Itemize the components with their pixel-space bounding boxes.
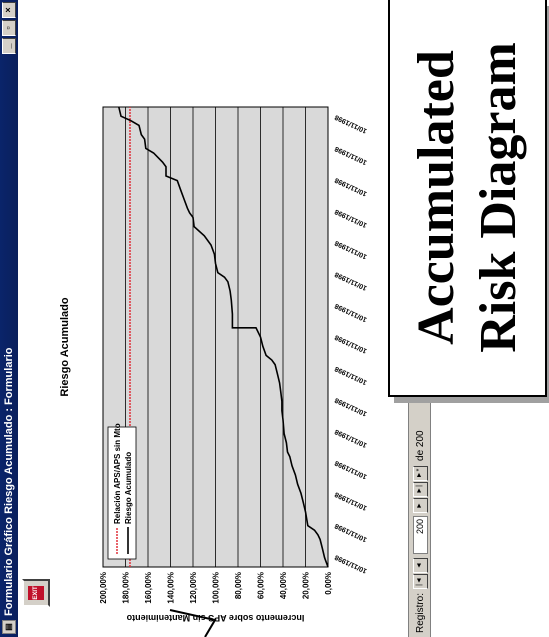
caption-text-block: Accumulated Risk Diagram — [390, 0, 545, 395]
y-tick-label: 140,00% — [167, 572, 176, 604]
y-tick-label: 160,00% — [144, 572, 153, 604]
form-window: ▤ Formulario Gráfico Riesgo Acumulado : … — [0, 0, 431, 637]
pointer-stroke — [169, 609, 217, 637]
caption-line-1: Accumulated — [407, 50, 465, 345]
y-tick-label: 40,00% — [279, 572, 288, 599]
legend-label-threshold: Relación APS/APS sin Mto — [113, 423, 122, 524]
y-tick-label: 180,00% — [122, 572, 131, 604]
legend-label-risk: Riesgo Acumulado — [124, 452, 133, 524]
y-tick-label: 60,00% — [257, 572, 266, 599]
y-tick-label: 100,00% — [212, 572, 221, 604]
caption-line-2: Risk Diagram — [469, 42, 527, 353]
form-client-area: EXIT 0,00% 20,00% 40,00% 60,00% 80,00% 100,00… — [18, 0, 408, 637]
y-tick-label: 0,00% — [324, 572, 333, 595]
y-tick-label: 120,00% — [189, 572, 198, 604]
y-tick-label: 80,00% — [234, 572, 243, 599]
legend-box — [107, 426, 137, 560]
caption-box: Accumulated Risk Diagram — [388, 0, 547, 397]
risk-chart: 0,00% 20,00% 40,00% 60,00% 80,00% 100,00% 120,… — [59, 106, 368, 623]
y-axis-title: Incremento sobre APS sin Mantenimiento — [126, 613, 304, 623]
risk-series-line — [118, 106, 329, 568]
chart-title: Riesgo Acumulado — [59, 297, 71, 396]
y-tick-label: 20,00% — [302, 572, 311, 599]
rotated-form: ▤ Formulario Gráfico Riesgo Acumulado : … — [0, 0, 430, 637]
y-tick-label: 200,00% — [99, 572, 108, 604]
